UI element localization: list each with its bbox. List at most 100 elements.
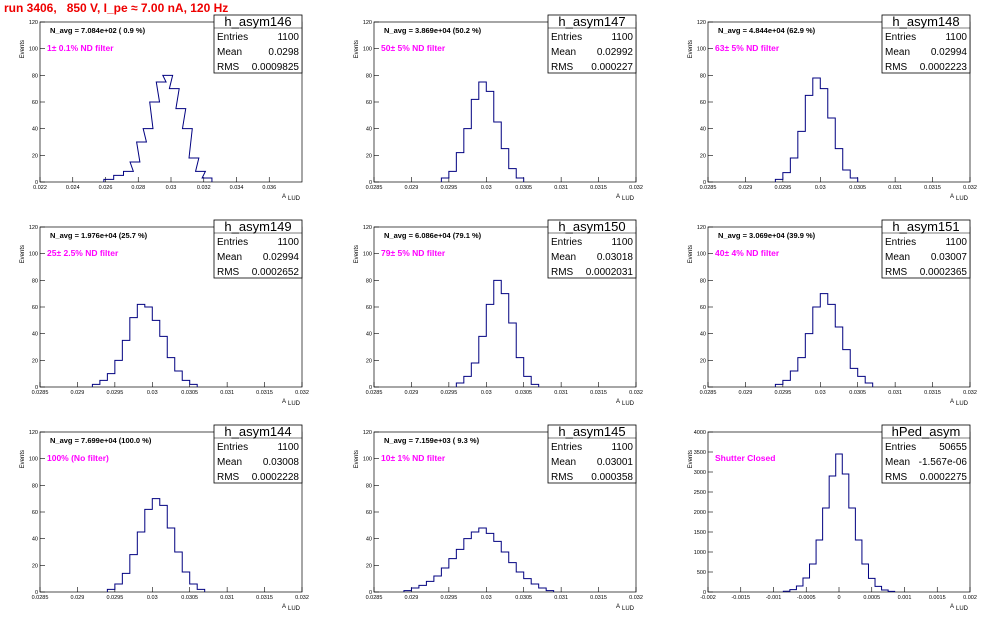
x-tick-label: 0.0315 (924, 390, 941, 396)
stat-label-rms: RMS (885, 62, 908, 73)
histogram-name: h_asym151 (892, 219, 959, 234)
x-tick-label: 0.031 (888, 390, 902, 396)
y-tick-label: 4000 (694, 430, 706, 436)
x-tick-label: 0.029 (739, 185, 753, 191)
histogram-bin (875, 586, 882, 592)
y-tick-label: 3500 (694, 450, 706, 456)
histogram-outline (455, 279, 540, 387)
x-tick-label: 0.0315 (924, 185, 941, 191)
x-axis-sub: LUD (288, 606, 301, 612)
histogram-bin (783, 173, 790, 182)
histogram-bin (115, 360, 122, 387)
x-axis-label: A (282, 194, 286, 200)
histogram-bin (137, 532, 144, 592)
histogram-panel-h_asym145: 0 20 40 60 80 100 120 0.0285 0.029 0.0295 0.03 0.03… (354, 424, 643, 612)
x-tick-label: 0.0315 (256, 390, 273, 396)
y-tick-label: 20 (366, 153, 372, 159)
stat-label-entries: Entries (885, 237, 916, 248)
histogram-outline (403, 527, 555, 592)
histogram-outline (440, 81, 525, 182)
x-tick-label: 0.0315 (256, 595, 273, 601)
histogram-bin (790, 158, 797, 182)
histogram-bin (152, 320, 159, 387)
navg-annotation: N_avg = 6.086e+04 (79.1 %) (384, 231, 482, 240)
filter-label: 1± 0.1% ND filter (47, 43, 114, 53)
histogram-bin (122, 340, 129, 387)
y-tick-label: 80 (32, 278, 38, 284)
x-tick-label: 0.0305 (181, 390, 198, 396)
filter-label: 50± 5% ND filter (381, 43, 446, 53)
stat-label-rms: RMS (885, 472, 908, 483)
x-tick-label: 0.03 (481, 595, 492, 601)
stat-label-mean: Mean (885, 252, 910, 263)
stat-value-mean: 0.02992 (597, 47, 634, 58)
y-tick-label: 80 (700, 278, 706, 284)
histogram-bin (486, 91, 493, 182)
stat-value-rms: 0.0002223 (920, 62, 968, 73)
y-tick-label: 60 (366, 100, 372, 106)
histogram-panel-h_asym144: 0 20 40 60 80 100 120 0.0285 0.029 0.0295 0.03 0.03… (20, 424, 309, 612)
histogram-bin (501, 552, 508, 592)
stat-value-mean: -1.567e-06 (919, 457, 968, 468)
histogram-bin (798, 358, 805, 387)
run-title: run 3406, 850 V, I_pe ≈ 7.00 nA, 120 Hz (4, 1, 229, 15)
stats-box: h_asym146 Entries 1100 Mean 0.0298 RMS 0.00098… (213, 14, 303, 74)
stat-value-mean: 0.03007 (931, 252, 968, 263)
x-tick-label: 0.026 (99, 185, 113, 191)
histogram-panel-h_asym151: 0 20 40 60 80 100 120 0.0285 0.029 0.0295 0.03 0.03… (688, 219, 977, 407)
histogram-bin (516, 572, 523, 592)
histogram-outline (103, 74, 213, 182)
x-tick-label: 0.0285 (700, 185, 717, 191)
x-tick-label: 0.032 (629, 390, 643, 396)
histogram-bin (486, 533, 493, 592)
histogram-bin (810, 564, 817, 592)
histogram-bin (835, 327, 842, 387)
histogram-bin (531, 584, 538, 592)
histogram-bin (175, 371, 182, 387)
histogram-bin (434, 576, 441, 592)
y-tick-label: 2000 (694, 510, 706, 516)
histogram-bin (426, 581, 433, 592)
navg-annotation: N_avg = 3.869e+04 (50.2 %) (384, 26, 482, 35)
y-tick-label: 1000 (694, 550, 706, 556)
histogram-bin (516, 178, 523, 182)
histogram-bin (114, 175, 124, 182)
navg-annotation: N_avg = 7.699e+04 (100.0 %) (50, 436, 152, 445)
x-tick-label: 0.029 (71, 390, 85, 396)
y-tick-label: 0 (369, 590, 372, 596)
histogram-bin (152, 499, 159, 592)
stats-box-frame (547, 219, 637, 279)
x-tick-label: 0.032 (629, 185, 643, 191)
y-axis-label: Events (20, 245, 26, 263)
histogram-bin (813, 78, 820, 182)
histogram-bin (419, 585, 426, 592)
stat-label-entries: Entries (217, 237, 248, 248)
histogram-name: h_asym144 (224, 424, 291, 439)
x-tick-label: 0.0305 (515, 595, 532, 601)
y-tick-label: 40 (32, 537, 38, 543)
stat-value-rms: 0.0002031 (586, 267, 634, 278)
histogram-bin (539, 588, 546, 592)
stat-value-rms: 0.0009825 (252, 62, 300, 73)
histogram-bin (509, 169, 516, 182)
histogram-bin (486, 304, 493, 387)
histogram-bin (509, 563, 516, 592)
stat-value-mean: 0.03018 (597, 252, 634, 263)
stat-label-rms: RMS (217, 62, 240, 73)
stat-label-rms: RMS (217, 472, 240, 483)
y-tick-label: 60 (700, 305, 706, 311)
y-tick-label: 120 (697, 225, 706, 231)
histogram-bin (835, 149, 842, 182)
histogram-bin (843, 170, 850, 182)
x-tick-label: 0.0305 (515, 185, 532, 191)
x-tick-label: 0.022 (33, 185, 47, 191)
x-axis-label: A (616, 194, 620, 200)
histogram-bin (836, 454, 843, 592)
x-tick-label: 0.029 (405, 595, 419, 601)
stat-value-entries: 1100 (277, 237, 299, 248)
filter-label: 25± 2.5% ND filter (47, 248, 119, 258)
histogram-bin (456, 383, 463, 387)
y-tick-label: 60 (700, 100, 706, 106)
histogram-bin (858, 376, 865, 387)
histogram-bin (820, 294, 827, 387)
